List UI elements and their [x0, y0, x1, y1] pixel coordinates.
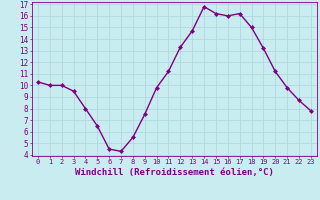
X-axis label: Windchill (Refroidissement éolien,°C): Windchill (Refroidissement éolien,°C): [75, 168, 274, 177]
